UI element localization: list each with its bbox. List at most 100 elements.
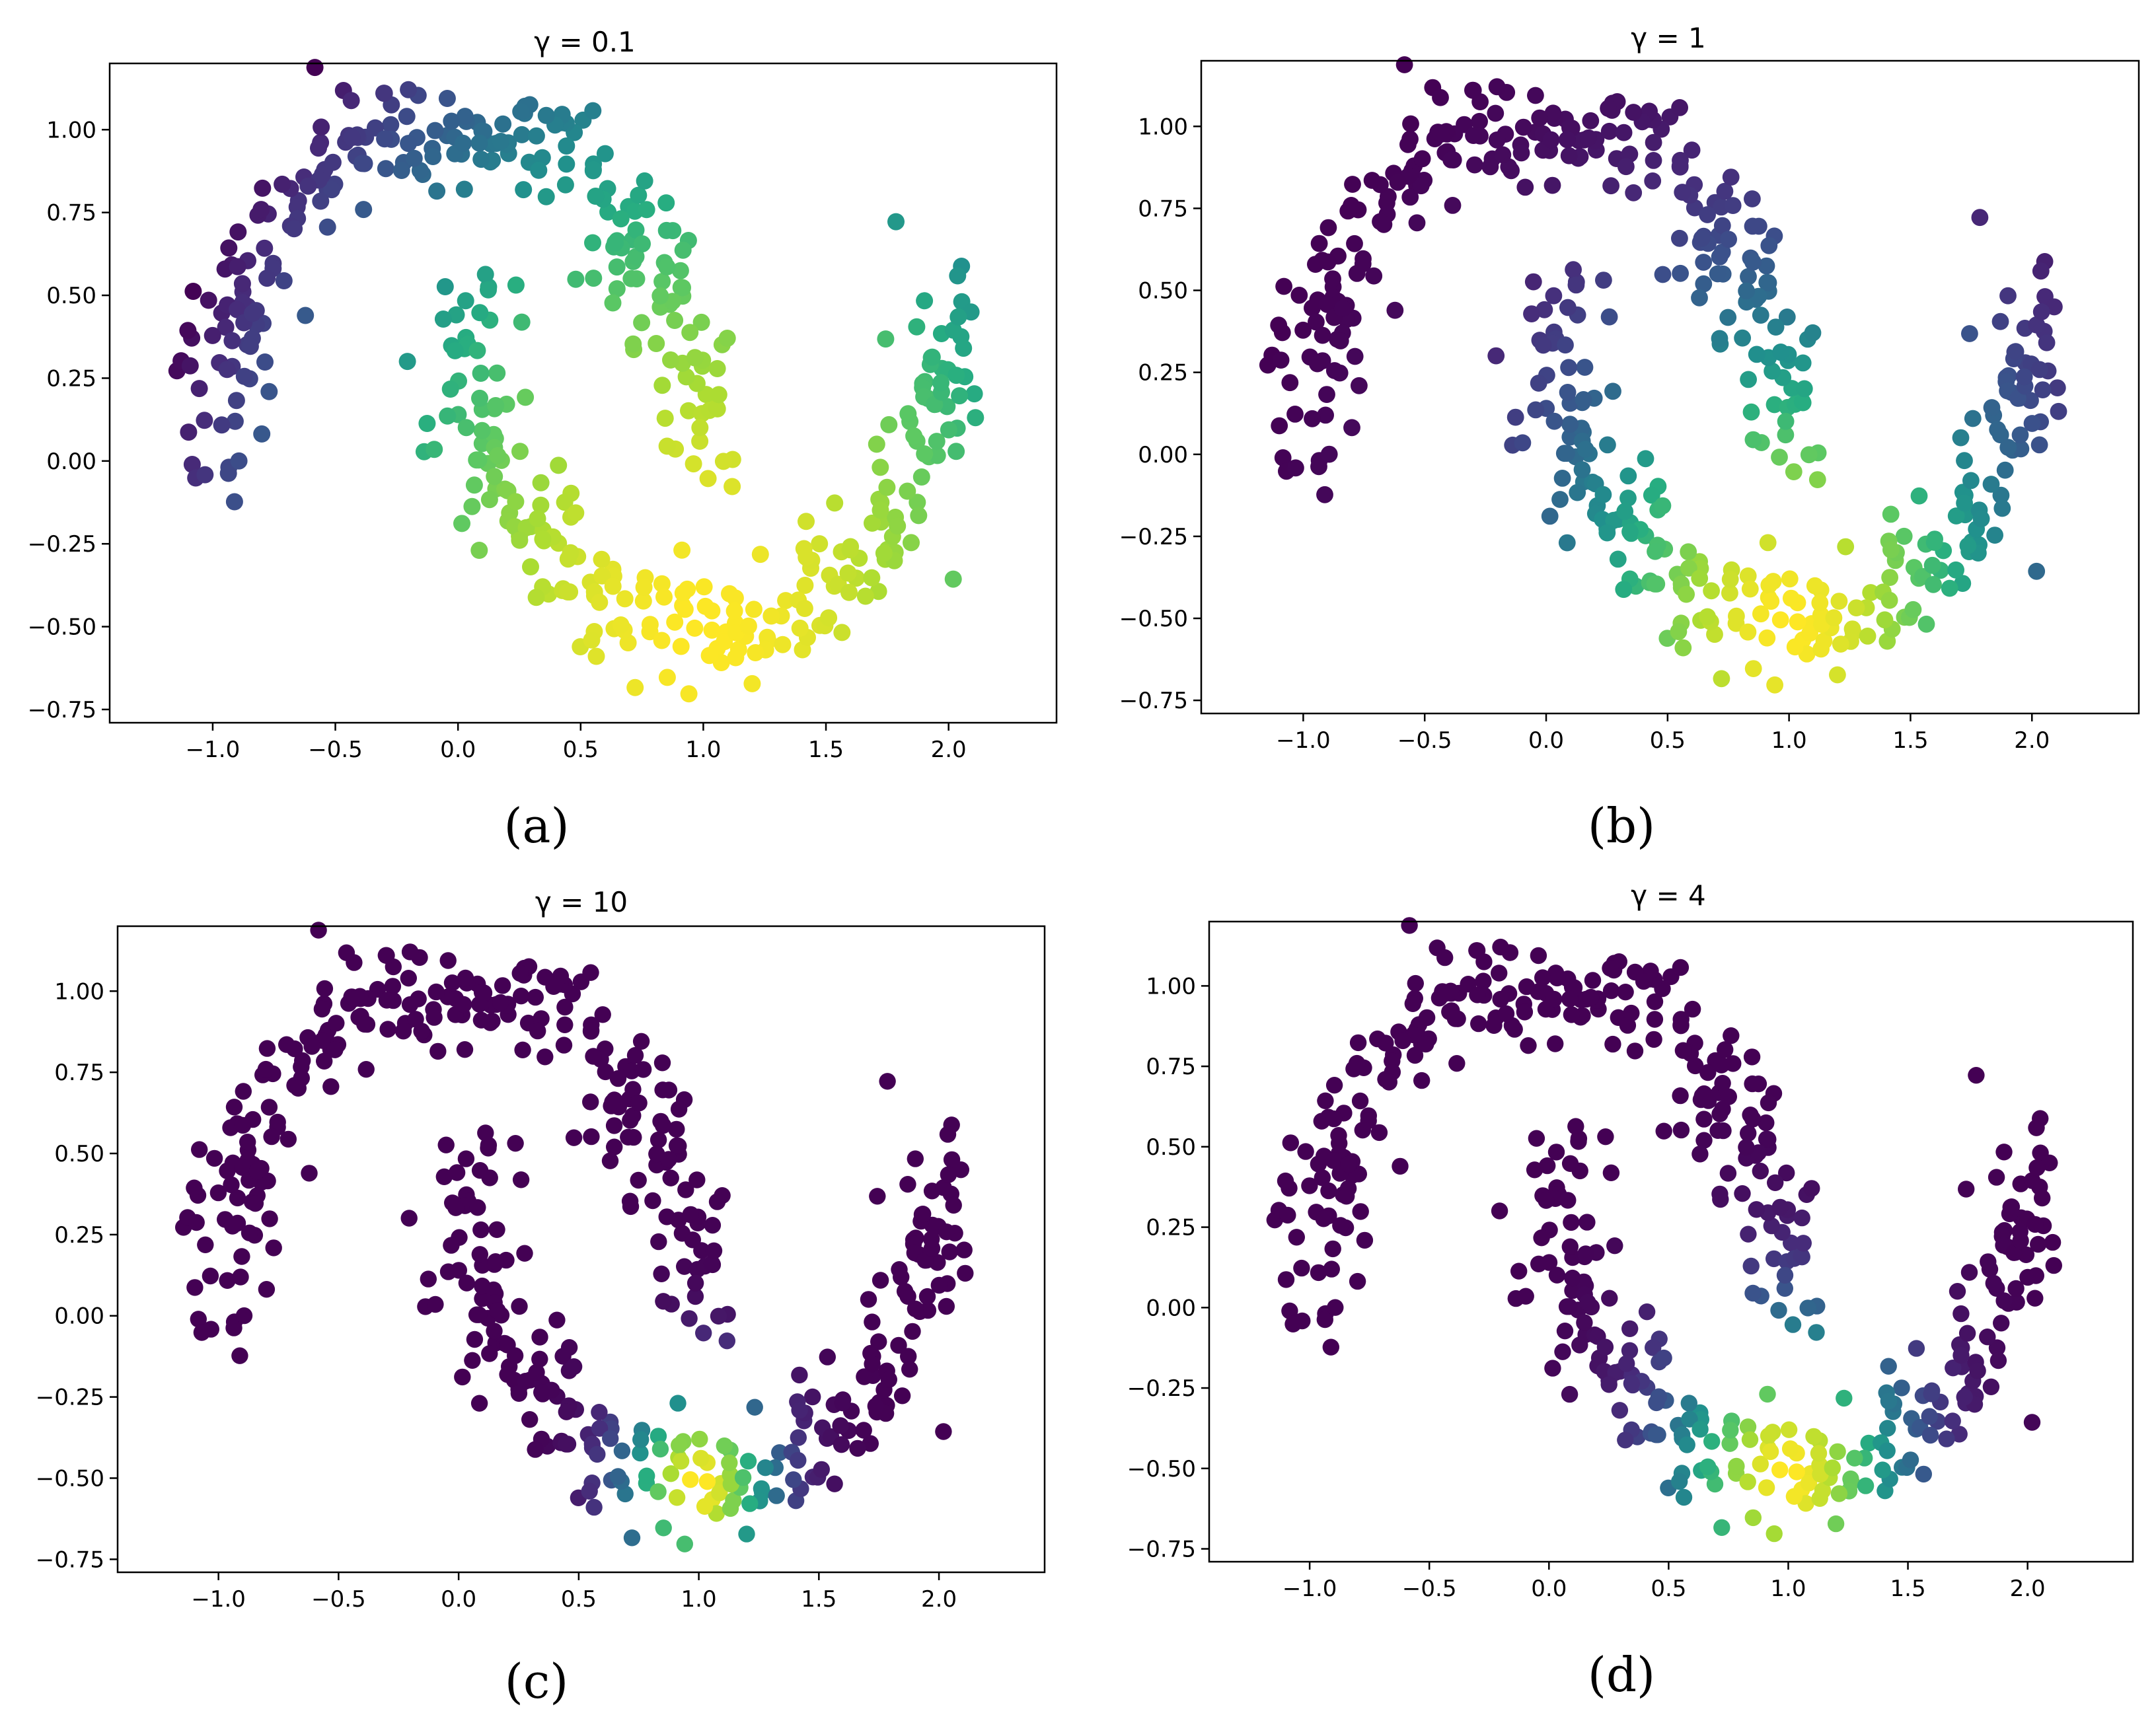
- panel-a-point: [653, 273, 671, 291]
- panel-d-point: [1738, 1139, 1755, 1156]
- panel-b-point: [1286, 406, 1304, 423]
- panel-c-point: [941, 1243, 958, 1260]
- panel-a-point: [428, 182, 446, 200]
- panel-d-point: [1672, 959, 1690, 976]
- panel-d-point: [1771, 1461, 1789, 1478]
- panel-a-point: [196, 412, 213, 429]
- panel-a-point: [863, 569, 881, 587]
- panel-d-point: [1671, 1473, 1688, 1490]
- panel-d-point: [1584, 972, 1602, 989]
- panel-a-point: [725, 602, 743, 620]
- panel-b-point: [1567, 276, 1585, 294]
- panel-c-point: [554, 1348, 572, 1365]
- panel-a-point: [681, 324, 699, 342]
- panel-b-point: [1982, 476, 2000, 493]
- panel-a-point: [672, 279, 690, 296]
- panel-d-point: [1539, 1157, 1556, 1175]
- panel-b-point: [1545, 287, 1563, 305]
- panel-c-point: [692, 1449, 710, 1467]
- panel-a-point: [486, 468, 503, 486]
- panel-c-point: [675, 1258, 693, 1275]
- panel-b-point: [1766, 676, 1784, 694]
- panel-a-point: [634, 235, 651, 253]
- panel-c-point: [695, 1325, 712, 1342]
- panel-b-point: [1465, 127, 1482, 145]
- panel-c-point: [602, 1430, 619, 1447]
- panel-d-y-tick-label: 1.00: [1146, 973, 1196, 1000]
- panel-d-point: [1349, 1272, 1366, 1290]
- panel-c-point: [725, 1492, 742, 1509]
- panel-d-point: [1470, 1015, 1487, 1033]
- panel-d-point: [1544, 1360, 1561, 1377]
- panel-a-point: [584, 161, 602, 178]
- panel-b-point: [1506, 408, 1524, 426]
- panel-c-point: [718, 1332, 736, 1350]
- panel-c-point: [378, 947, 395, 965]
- panel-d-point: [1602, 1164, 1620, 1182]
- panel-d-point: [1413, 1072, 1431, 1089]
- panel-c-point: [197, 1236, 214, 1254]
- panel-d-point: [1949, 1283, 1966, 1300]
- panel-b-point: [1560, 147, 1578, 164]
- panel-c-point: [447, 1199, 465, 1216]
- panel-c-point: [655, 1519, 672, 1537]
- panel-a-point: [558, 137, 576, 155]
- panel-a-point: [729, 641, 747, 659]
- panel-b-point: [1523, 305, 1540, 322]
- panel-a-point: [471, 304, 489, 322]
- panel-c-point: [229, 1189, 246, 1207]
- panel-c-point: [231, 1347, 248, 1364]
- panel-b-y-tick-label: 0.75: [1138, 196, 1188, 222]
- panel-b-point: [2032, 262, 2050, 280]
- panel-b-y-axis: −0.75 −0.50 −0.25 0.00 0.25 0.50 0.75 1.00: [1119, 114, 1201, 714]
- panel-a-point: [612, 616, 630, 634]
- panel-b-point: [1795, 380, 1813, 398]
- panel-c-point: [457, 969, 474, 987]
- panel-b: γ = 1 −1.0 −0.5 0.0 0.5 1.0 1.5 2.0 −0.75 −0.50…: [1119, 22, 2140, 854]
- panel-a-point: [680, 685, 698, 703]
- panel-b-point: [1801, 624, 1819, 642]
- panel-a-point: [438, 90, 456, 107]
- panel-b-point: [1534, 336, 1552, 354]
- panel-c-point: [864, 1313, 881, 1330]
- panel-b-point: [1344, 176, 1361, 193]
- panel-a-point: [556, 493, 574, 511]
- panel-d-point: [1734, 1185, 1751, 1202]
- panel-b-point: [1771, 449, 1788, 466]
- panel-b-point: [1575, 391, 1592, 408]
- panel-c-point: [511, 1297, 528, 1315]
- panel-c-point: [469, 1199, 486, 1216]
- panel-d-point: [1520, 1037, 1537, 1054]
- panel-d-point: [1744, 1111, 1762, 1128]
- panel-b-point: [1711, 330, 1729, 347]
- panel-c-point: [448, 1164, 466, 1181]
- panel-b-point: [1882, 505, 1900, 523]
- panel-c-point: [849, 1440, 866, 1457]
- panel-d-point: [2011, 1223, 2028, 1241]
- panel-b-point: [1999, 287, 2017, 305]
- panel-c-point: [923, 1231, 940, 1248]
- panel-a-point: [515, 181, 533, 199]
- panel-a-title: γ = 0.1: [534, 26, 636, 58]
- panel-b-point: [1559, 131, 1576, 149]
- panel-b-point: [1744, 217, 1762, 235]
- panel-d-point: [1619, 1017, 1637, 1034]
- panel-b-point: [1777, 413, 1795, 430]
- panel-a-point: [446, 342, 464, 359]
- panel-b-point: [1557, 336, 1574, 354]
- panel-a-point: [910, 507, 928, 525]
- panel-b-point: [1693, 230, 1711, 247]
- panel-c-point: [938, 1297, 955, 1315]
- panel-a-point: [674, 241, 692, 259]
- panel-d-point: [1646, 1011, 1664, 1028]
- panel-b-point: [1346, 235, 1363, 252]
- panel-b-point: [1830, 593, 1848, 610]
- panel-d-point: [1880, 1393, 1898, 1410]
- panel-c-point: [872, 1272, 889, 1289]
- panel-c-point: [401, 943, 419, 961]
- panel-c-point: [940, 1166, 957, 1183]
- panel-b-point: [1671, 229, 1688, 247]
- panel-a-point: [494, 115, 512, 133]
- panel-b-y-tick-label: 0.00: [1138, 442, 1188, 468]
- panel-a-point: [658, 437, 676, 455]
